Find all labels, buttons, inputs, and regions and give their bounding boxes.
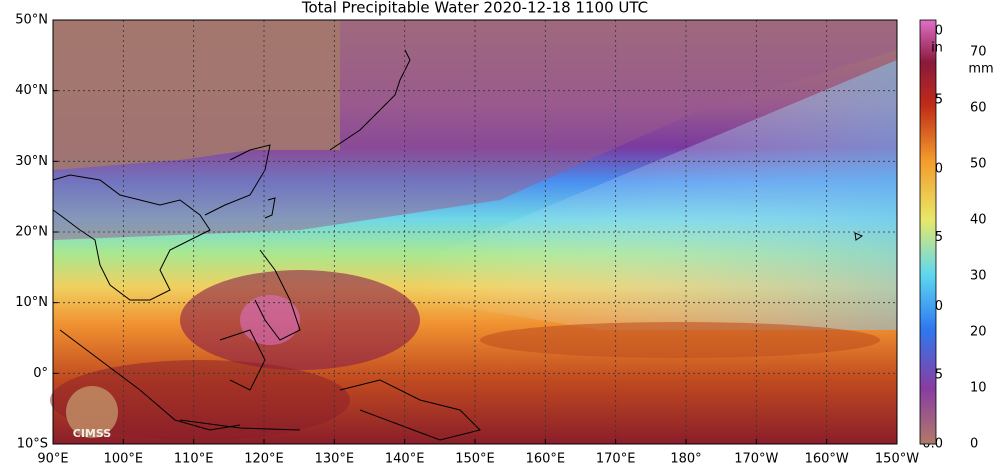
lon-label: 130°E xyxy=(315,452,355,467)
lon-label: 170°E xyxy=(596,452,636,467)
lat-label: 30°N xyxy=(15,154,48,169)
lat-label: 10°N xyxy=(15,295,48,310)
lat-label: 50°N xyxy=(15,13,48,28)
lat-label: 10°S xyxy=(17,437,48,452)
lon-label: 150°W xyxy=(875,452,919,467)
mm-label: 30 xyxy=(970,269,987,284)
map-title: Total Precipitable Water 2020-12-18 1100… xyxy=(301,0,648,17)
lon-label: 170°W xyxy=(734,452,778,467)
logo-text: CIMSS xyxy=(73,427,112,440)
lon-label: 140°E xyxy=(385,452,425,467)
lon-label: 110°E xyxy=(174,452,214,467)
colorbar xyxy=(919,19,937,445)
lon-label: 150°E xyxy=(455,452,495,467)
mm-label: 10 xyxy=(970,381,987,396)
lon-label: 180° xyxy=(670,452,701,467)
lat-label: 20°N xyxy=(15,225,48,240)
mm-unit: mm xyxy=(968,62,993,77)
lon-label: 160°W xyxy=(805,452,849,467)
lon-label: 100°E xyxy=(104,452,144,467)
mm-label: 70 xyxy=(970,45,987,60)
lon-label: 120°E xyxy=(244,452,284,467)
lat-label: 0° xyxy=(33,366,48,381)
lon-label: 90°E xyxy=(37,452,68,467)
lat-label: 40°N xyxy=(15,83,48,98)
mm-label: 0 xyxy=(970,437,978,452)
mm-label: 40 xyxy=(970,213,987,228)
mm-label: 50 xyxy=(970,157,987,172)
mm-label: 60 xyxy=(970,101,987,116)
lon-label: 160°E xyxy=(526,452,566,467)
mm-label: 20 xyxy=(970,325,987,340)
inch-unit: in xyxy=(931,41,943,56)
map-image: CIMSS xyxy=(50,20,897,444)
